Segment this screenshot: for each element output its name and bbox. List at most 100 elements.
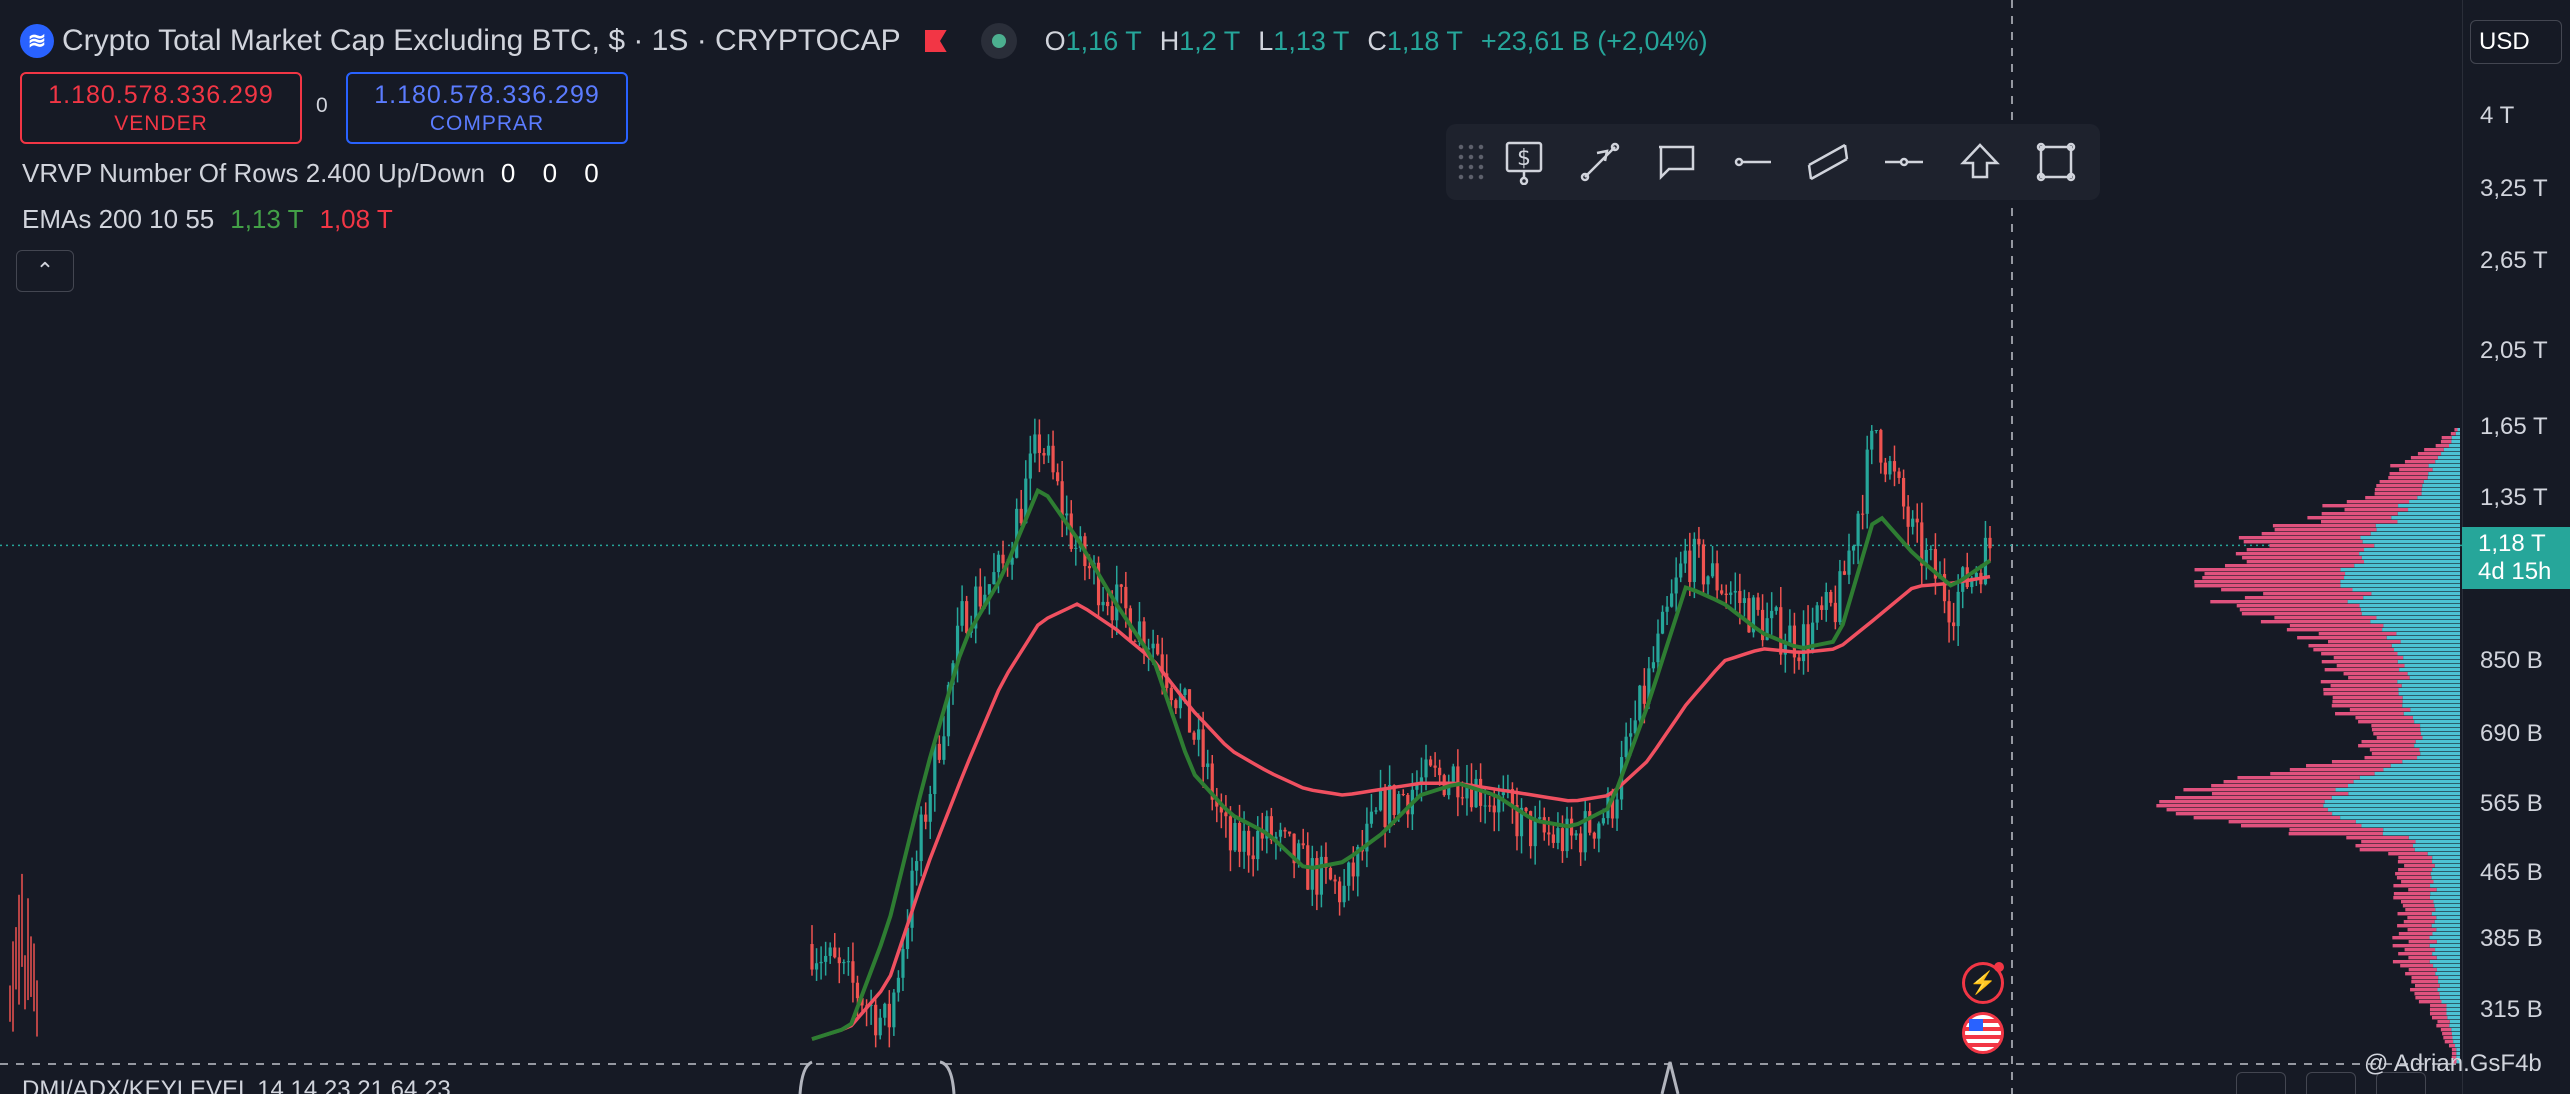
candle-body [1529, 811, 1533, 847]
candle-body [1451, 766, 1455, 782]
candle-body [855, 982, 860, 999]
candle-body [1920, 522, 1924, 566]
candle-body [1911, 518, 1915, 527]
volume-profile-down-bar [2374, 492, 2422, 496]
volume-profile-up-bar [2438, 976, 2460, 980]
candle-body [1197, 729, 1201, 740]
volume-profile-up-bar [2455, 1044, 2460, 1048]
callout-tool-button[interactable] [1638, 124, 1714, 200]
volume-profile-down-bar [2448, 1044, 2456, 1048]
move-up-button[interactable] [2236, 1072, 2286, 1094]
volume-profile-down-bar [2371, 752, 2421, 756]
notification-dot [1994, 962, 2004, 972]
volume-profile-up-bar [2437, 456, 2460, 460]
volume-profile-up-bar [2414, 720, 2460, 724]
volume-profile-up-bar [2451, 1032, 2460, 1036]
sell-button[interactable]: 1.180.578.336.299 VENDER [20, 72, 302, 144]
current-price-label: 1,18 T 4d 15h [2462, 527, 2570, 590]
volume-profile-up-bar [2359, 776, 2460, 780]
candle-body [974, 586, 978, 629]
volume-profile-down-bar [2318, 632, 2397, 636]
candle-body [1833, 602, 1837, 623]
volume-profile-down-bar [2397, 912, 2432, 916]
volume-profile-up-bar [2441, 452, 2460, 456]
volume-profile-down-bar [2388, 852, 2428, 856]
volume-profile-down-bar [2415, 996, 2440, 1000]
parallel-channel-tool-button[interactable] [1790, 124, 1866, 200]
candle-body [1233, 823, 1237, 851]
us-flag-icon[interactable] [1962, 1012, 2004, 1054]
arrow-up-tool-button[interactable] [1942, 124, 2018, 200]
volume-profile-down-bar [2333, 656, 2404, 660]
candle-body [1538, 817, 1542, 819]
horizontal-line-tool-button[interactable] [1866, 124, 1942, 200]
candle-body [1647, 668, 1651, 704]
candle-body [874, 1004, 878, 1036]
candle-body [1438, 767, 1442, 776]
vrvp-indicator-legend[interactable]: VRVP Number Of Rows 2.400 Up/Down 0 0 0 [22, 158, 609, 189]
price-label-tool-button[interactable]: $ [1486, 124, 1562, 200]
candle-body [942, 736, 946, 760]
lightning-icon[interactable]: ⚡ [1962, 962, 2004, 1004]
volume-profile-up-bar [2456, 1052, 2460, 1056]
volume-profile-down-bar [2398, 932, 2433, 936]
volume-profile-down-bar [2321, 512, 2398, 516]
trend-line-tool-button[interactable] [1562, 124, 1638, 200]
volume-profile-up-bar [2437, 988, 2460, 992]
currency-selector[interactable]: USD [2470, 20, 2562, 64]
candle-body [1142, 621, 1146, 650]
volume-profile-down-bar [2404, 864, 2435, 868]
candle-body [1501, 792, 1505, 796]
market-status-icon[interactable] [980, 23, 1017, 59]
volume-profile-up-bar [2449, 444, 2460, 448]
buy-button[interactable]: 1.180.578.336.299 COMPRAR [346, 72, 628, 144]
volume-profile-up-bar [2423, 480, 2460, 484]
vrvp-values: 0 0 0 [500, 158, 609, 188]
horizontal-ray-tool-button[interactable] [1714, 124, 1790, 200]
maximize-pane-button[interactable] [2376, 1072, 2426, 1094]
candle-body [851, 961, 855, 983]
author-watermark: @ Adrian.GsF4b [2364, 1050, 2542, 1077]
volume-profile-up-bar [2439, 984, 2460, 988]
drag-handle-icon[interactable] [1456, 142, 1486, 182]
ema-label: EMAs 200 10 55 [22, 204, 215, 234]
ema-fast-line [811, 487, 1992, 1042]
candle-body [1824, 591, 1828, 610]
candle-body [1201, 729, 1205, 767]
ema-indicator-legend[interactable]: EMAs 200 10 55 1,13 T 1,08 T [22, 204, 393, 235]
volume-profile-down-bar [2404, 948, 2436, 952]
volume-profile-down-bar [2228, 820, 2356, 824]
candle-body [1347, 862, 1351, 886]
candle-body [933, 743, 937, 795]
delete-pane-button[interactable] [2306, 1072, 2356, 1094]
candle-body [1838, 571, 1842, 623]
volume-profile-down-bar [2451, 1052, 2457, 1056]
rectangle-tool-button[interactable] [2018, 124, 2094, 200]
symbol-title[interactable]: Crypto Total Market Cap Excluding BTC, $… [62, 24, 901, 57]
volume-profile-down-bar [2443, 1036, 2453, 1040]
volume-profile-up-bar [2410, 708, 2460, 712]
volume-profile-down-bar [2288, 832, 2383, 836]
volume-profile-down-bar [2244, 596, 2364, 600]
volume-profile-up-bar [2370, 532, 2460, 536]
candle-body [905, 927, 910, 950]
volume-profile-up-bar [2420, 728, 2460, 732]
candle-body [901, 949, 905, 978]
volume-profile-down-bar [2404, 460, 2436, 464]
candle-body [1165, 673, 1169, 688]
candle-body [1210, 763, 1214, 800]
volume-profile-down-bar [2328, 640, 2401, 644]
collapse-legend-button[interactable]: ⌃ [16, 250, 74, 292]
candle-body [1901, 477, 1906, 507]
bottom-indicator-legend[interactable]: DMI/ADX/KEYLEVEL 14 14 23 21 64 23 [22, 1076, 451, 1094]
flag-icon[interactable] [924, 30, 947, 52]
volume-profile-down-bar [2223, 780, 2354, 784]
volume-profile-down-bar [2289, 768, 2384, 772]
volume-profile-down-bar [2263, 592, 2372, 596]
volume-profile-down-bar [2401, 900, 2434, 904]
bar-countdown: 4d 15h [2478, 558, 2552, 586]
dmi-line [798, 1060, 813, 1094]
price-chart[interactable] [0, 0, 2462, 1094]
volume-profile-down-bar [2376, 736, 2423, 740]
volume-profile-up-bar [2398, 504, 2460, 508]
